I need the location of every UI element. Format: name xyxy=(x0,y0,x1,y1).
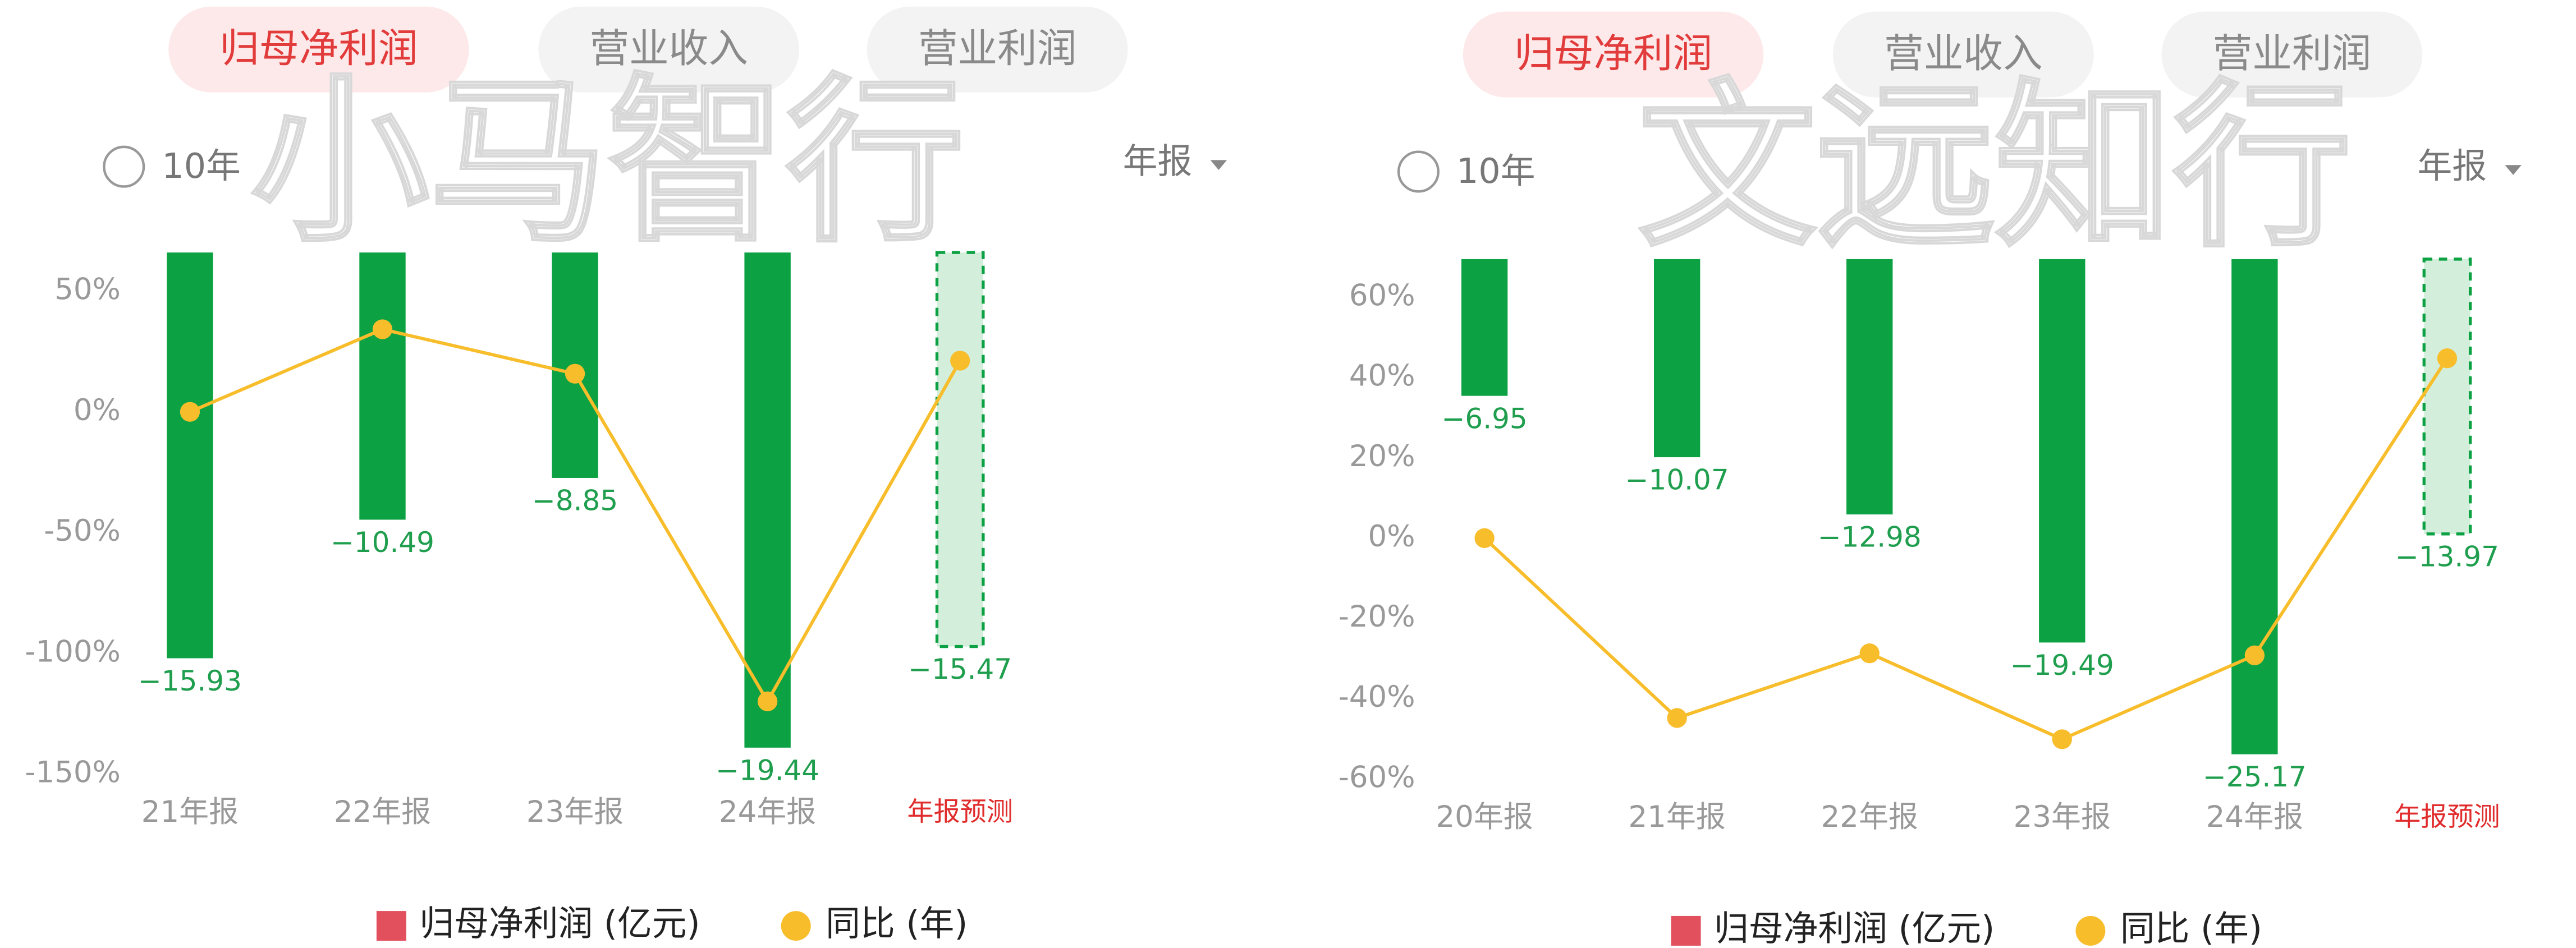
bar xyxy=(359,252,406,520)
line-point xyxy=(2437,348,2458,369)
line-point xyxy=(1474,528,1495,548)
radio-label[interactable]: 10年 xyxy=(162,146,240,186)
line-point xyxy=(180,402,200,422)
line-point xyxy=(2244,645,2265,665)
legend-label: 同比 (年) xyxy=(826,904,968,944)
x-tick-label: 23年报 xyxy=(526,795,624,829)
bar xyxy=(167,252,213,659)
line-point xyxy=(757,691,778,711)
bar xyxy=(1653,259,1700,458)
tab-label[interactable]: 归母净利润 xyxy=(219,25,418,72)
bar-value-label: −10.07 xyxy=(1625,464,1729,496)
tab-label[interactable]: 营业利润 xyxy=(2213,30,2371,77)
bar-value-label: −6.95 xyxy=(1442,402,1528,435)
x-tick-label: 21年报 xyxy=(1629,800,1726,834)
y-tick-label: 60% xyxy=(1349,279,1415,313)
bar-value-label: −12.98 xyxy=(1818,521,1922,554)
tab-pill[interactable] xyxy=(1832,11,2094,98)
x-tick-label: 年报预测 xyxy=(2394,802,2500,832)
tab-label[interactable]: 营业收入 xyxy=(1884,30,2042,77)
bar-value-label: −15.93 xyxy=(138,665,242,697)
x-tick-label: 24年报 xyxy=(2206,800,2303,834)
bar-value-label: −19.49 xyxy=(2010,649,2114,682)
x-tick-label: 22年报 xyxy=(334,795,431,829)
y-tick-label: 50% xyxy=(54,273,121,307)
line-point xyxy=(1667,708,1687,728)
forecast-bar xyxy=(935,251,985,648)
y-tick-label: -60% xyxy=(1339,760,1415,794)
forecast-bar xyxy=(2422,257,2472,536)
tab-pill[interactable] xyxy=(2161,11,2423,98)
y-tick-label: 40% xyxy=(1349,359,1415,393)
legend-swatch xyxy=(2075,915,2106,946)
y-tick-label: -50% xyxy=(44,514,121,548)
tab-pill[interactable] xyxy=(867,6,1128,93)
legend-swatch xyxy=(1671,915,1701,946)
y-tick-label: -20% xyxy=(1339,600,1415,634)
legend-label: 同比 (年) xyxy=(2120,908,2262,948)
line-point xyxy=(1859,643,1880,664)
dropdown-label[interactable]: 年报 xyxy=(1123,141,1193,181)
tab-pill[interactable] xyxy=(538,6,800,93)
x-tick-label: 21年报 xyxy=(141,795,239,829)
watermark: 文远知行 xyxy=(1638,63,2352,271)
y-tick-label: -100% xyxy=(25,634,120,669)
dropdown-arrow[interactable] xyxy=(2505,165,2522,175)
bar-value-label: −13.97 xyxy=(2395,540,2499,573)
bar xyxy=(2231,259,2278,754)
dropdown-label[interactable]: 年报 xyxy=(2417,146,2487,186)
legend-swatch xyxy=(781,911,811,941)
y-tick-label: 20% xyxy=(1349,439,1415,473)
dropdown-arrow[interactable] xyxy=(1210,160,1227,171)
x-tick-label: 22年报 xyxy=(1821,800,1918,834)
line xyxy=(1483,357,2449,742)
bar xyxy=(1846,259,1893,515)
radio-button[interactable] xyxy=(1397,150,1440,193)
line-point xyxy=(372,319,393,339)
radio-button[interactable] xyxy=(103,145,145,188)
tab-label[interactable]: 营业利润 xyxy=(918,25,1076,72)
bar xyxy=(2039,259,2085,643)
bar-value-label: −8.85 xyxy=(532,485,618,517)
y-tick-label: 0% xyxy=(1368,519,1415,554)
y-tick-label: 0% xyxy=(74,393,121,427)
bar xyxy=(1461,259,1508,396)
legend-label: 归母净利润 (亿元) xyxy=(419,904,700,944)
tab-label[interactable]: 归母净利润 xyxy=(1514,30,1712,77)
x-tick-label: 20年报 xyxy=(1436,800,1533,834)
tab-pill[interactable] xyxy=(1463,11,1764,98)
bar xyxy=(744,252,791,748)
y-tick-label: -40% xyxy=(1339,680,1415,714)
watermark: 小马智行 xyxy=(251,58,964,266)
bar-value-label: −19.44 xyxy=(716,754,819,786)
bar-value-label: −15.47 xyxy=(908,653,1012,685)
line-point xyxy=(950,351,970,371)
bar-value-label: −10.49 xyxy=(331,526,434,559)
tab-label[interactable]: 营业收入 xyxy=(589,25,748,72)
y-tick-label: -150% xyxy=(25,756,120,790)
bar-value-label: −25.17 xyxy=(2203,761,2307,793)
line-point xyxy=(2052,729,2072,749)
x-tick-label: 年报预测 xyxy=(907,797,1013,827)
radio-label[interactable]: 10年 xyxy=(1456,151,1535,191)
line-point xyxy=(565,363,585,384)
tab-pill[interactable] xyxy=(168,6,469,93)
x-tick-label: 23年报 xyxy=(2014,800,2111,834)
legend-swatch xyxy=(376,911,406,941)
x-tick-label: 24年报 xyxy=(719,795,816,829)
legend-label: 归母净利润 (亿元) xyxy=(1714,908,1995,948)
